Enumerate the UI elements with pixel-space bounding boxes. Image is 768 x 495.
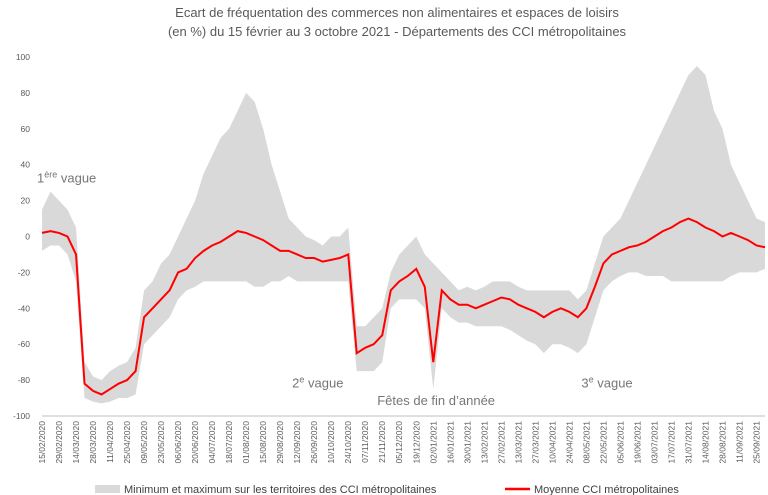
x-tick-label: 23/05/2020 — [156, 421, 166, 464]
x-tick-label: 26/09/2020 — [309, 421, 319, 464]
y-tick-label: -100 — [13, 411, 30, 421]
x-tick-label: 10/10/2020 — [326, 421, 336, 464]
x-tick-label: 05/06/2021 — [615, 421, 625, 464]
legend-label: Moyenne CCI métropolitaines — [534, 484, 679, 495]
x-tick-label: 27/03/2021 — [530, 421, 540, 464]
x-tick-label: 14/08/2021 — [700, 421, 710, 464]
x-tick-label: 16/01/2021 — [445, 421, 455, 464]
annotation: 3e vague — [581, 374, 632, 390]
mean-line — [41, 217, 766, 396]
annotation-part: ère — [44, 170, 57, 180]
x-tick-label: 31/07/2021 — [683, 421, 693, 464]
y-tick-label: 100 — [16, 52, 30, 62]
y-tick-label: -80 — [18, 375, 31, 385]
annotation-part: e — [589, 374, 594, 384]
x-tick-label: 11/09/2021 — [734, 421, 744, 463]
x-tick-label: 18/07/2020 — [224, 421, 234, 464]
x-tick-label: 24/10/2020 — [343, 421, 353, 464]
chart-title: (en %) du 15 février au 3 octobre 2021 -… — [168, 24, 627, 39]
annotation-part: 1 — [37, 171, 44, 186]
x-tick-label: 27/02/2021 — [496, 421, 506, 464]
x-tick-label: 13/03/2021 — [513, 421, 523, 464]
x-tick-label: 30/01/2021 — [462, 421, 472, 464]
y-tick-label: -40 — [18, 303, 31, 313]
chart-title: Ecart de fréquentation des commerces non… — [175, 5, 619, 20]
x-tick-label: 09/05/2020 — [139, 421, 149, 464]
annotation: 1ère vague — [37, 170, 96, 186]
x-tick-label: 14/03/2020 — [71, 421, 81, 464]
x-tick-label: 06/06/2020 — [173, 421, 183, 464]
y-tick-label: 20 — [21, 196, 31, 206]
x-tick-label: 28/08/2021 — [717, 421, 727, 464]
x-tick-label: 24/04/2021 — [564, 421, 574, 464]
legend-swatch — [95, 485, 120, 493]
annotation-part: 2 — [292, 375, 299, 390]
x-tick-label: 25/09/2021 — [751, 421, 761, 464]
x-tick-label: 07/11/2020 — [360, 421, 370, 463]
x-tick-label: 19/06/2021 — [632, 421, 642, 464]
x-tick-label: 13/02/2021 — [479, 421, 489, 464]
y-tick-label: 60 — [21, 124, 31, 134]
x-tick-label: 29/02/2020 — [54, 421, 64, 464]
x-tick-label: 05/12/2020 — [394, 421, 404, 464]
annotation-part: vague — [594, 375, 633, 390]
x-tick-label: 17/07/2021 — [666, 421, 676, 464]
annotation-part: 3 — [581, 375, 588, 390]
x-tick-label: 12/09/2020 — [292, 421, 302, 464]
x-tick-label: 15/08/2020 — [258, 421, 268, 464]
y-tick-label: -60 — [18, 339, 31, 349]
annotation-part: vague — [57, 171, 96, 186]
range-area — [42, 65, 765, 404]
x-tick-label: 11/04/2020 — [105, 421, 115, 463]
x-tick-label: 29/08/2020 — [275, 421, 285, 464]
annotation-part: Fêtes de fin d’année — [377, 393, 495, 408]
x-tick-label: 08/05/2021 — [581, 421, 591, 464]
x-tick-label: 15/02/2020 — [37, 421, 47, 464]
x-tick-label: 01/08/2020 — [241, 421, 251, 464]
y-tick-label: 80 — [21, 88, 31, 98]
x-tick-label: 22/05/2021 — [598, 421, 608, 464]
x-tick-label: 02/01/2021 — [428, 421, 438, 464]
y-tick-label: 0 — [25, 232, 30, 242]
x-tick-label: 04/07/2020 — [207, 421, 217, 464]
x-tick-label: 25/04/2020 — [122, 421, 132, 464]
y-tick-label: -20 — [18, 267, 31, 277]
legend-label: Minimum et maximum sur les territoires d… — [124, 484, 437, 495]
x-tick-label: 19/12/2020 — [411, 421, 421, 464]
x-tick-label: 10/04/2021 — [547, 421, 557, 464]
x-tick-label: 20/06/2020 — [190, 421, 200, 464]
annotation: 2e vague — [292, 374, 343, 390]
annotation: Fêtes de fin d’année — [377, 393, 495, 408]
y-tick-label: 40 — [21, 160, 31, 170]
annotation-part: vague — [304, 375, 343, 390]
x-tick-label: 21/11/2020 — [377, 421, 387, 463]
x-tick-label: 03/07/2021 — [649, 421, 659, 464]
x-tick-label: 28/03/2020 — [88, 421, 98, 464]
annotation-part: e — [299, 374, 304, 384]
